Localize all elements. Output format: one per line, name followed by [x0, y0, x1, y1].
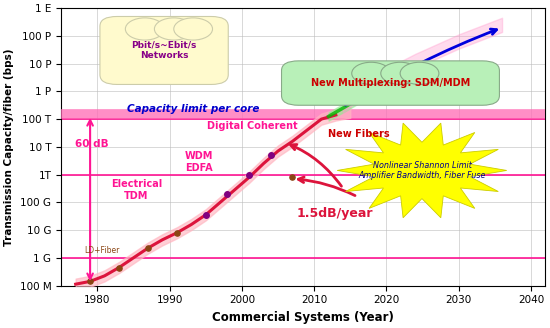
Text: Capacity limit per core: Capacity limit per core [126, 104, 259, 113]
Circle shape [155, 18, 193, 40]
Circle shape [125, 18, 164, 40]
Circle shape [381, 62, 420, 84]
Point [86, 279, 95, 284]
Text: Digital Coherent: Digital Coherent [207, 121, 298, 131]
Text: WDM
EDFA: WDM EDFA [185, 151, 213, 173]
Text: Electrical
TDM: Electrical TDM [111, 179, 162, 201]
Point [245, 172, 254, 177]
FancyBboxPatch shape [100, 16, 228, 84]
FancyBboxPatch shape [282, 61, 499, 105]
Text: 1.5dB/year: 1.5dB/year [296, 207, 373, 220]
Polygon shape [337, 123, 507, 218]
Y-axis label: Transmission Capacity/fiber (bps): Transmission Capacity/fiber (bps) [4, 48, 14, 246]
Point [223, 192, 232, 197]
Circle shape [352, 62, 390, 84]
Text: Nonlinear Shannon Limit
Amplifier Bandwidth, Fiber Fuse: Nonlinear Shannon Limit Amplifier Bandwi… [358, 161, 486, 180]
Point [114, 265, 123, 270]
Point [201, 212, 210, 217]
Text: Pbit/s~Ebit/s
Networks: Pbit/s~Ebit/s Networks [131, 41, 197, 60]
Point [266, 153, 275, 158]
Circle shape [174, 18, 212, 40]
Text: 60 dB: 60 dB [75, 139, 108, 149]
X-axis label: Commercial Systems (Year): Commercial Systems (Year) [212, 311, 394, 324]
Circle shape [400, 62, 439, 84]
Text: New Fibers: New Fibers [328, 129, 390, 139]
Text: LD+Fiber: LD+Fiber [85, 246, 120, 256]
Point [288, 175, 297, 180]
Point [144, 245, 152, 251]
Text: New Multiplexing: SDM/MDM: New Multiplexing: SDM/MDM [311, 78, 470, 88]
Point [173, 230, 182, 236]
